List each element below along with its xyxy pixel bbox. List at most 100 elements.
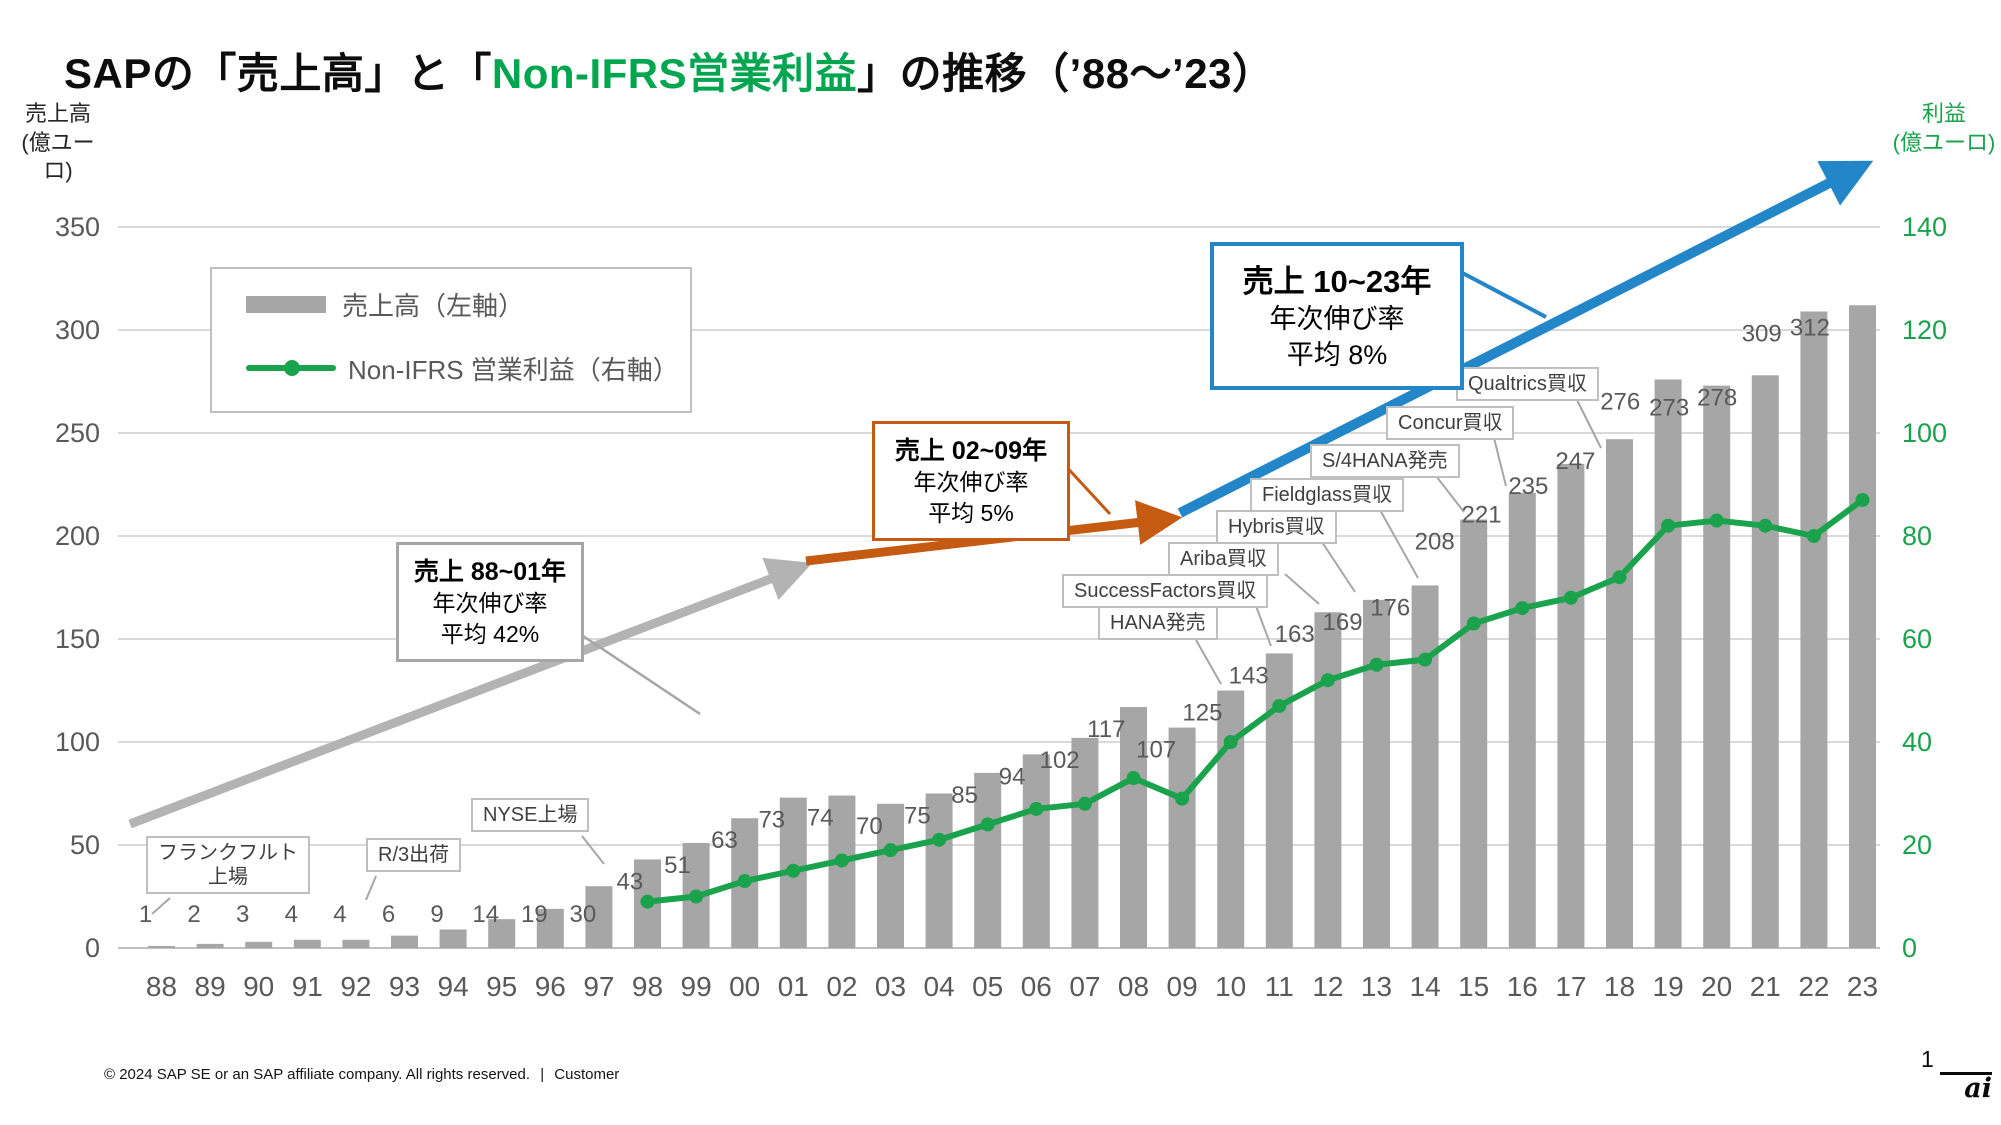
chart-text: 120 bbox=[1902, 315, 1947, 345]
page-number: 1 bbox=[1921, 1046, 1934, 1072]
revenue-bar-23 bbox=[1849, 305, 1876, 948]
profit-point-07 bbox=[1077, 796, 1092, 811]
growth-box-10-23-title: 売上 10~23年 bbox=[1242, 264, 1432, 299]
trend-arrow-10-23 bbox=[1177, 160, 1874, 518]
milestone-label-93: R/3出荷 bbox=[366, 838, 462, 872]
revenue-bar-92 bbox=[342, 939, 370, 948]
profit-point-03 bbox=[883, 843, 898, 858]
growth-box-10-23: 売上 10~23年 年次伸び率 平均 8% bbox=[1210, 242, 1464, 390]
revenue-bar-17 bbox=[1557, 463, 1585, 948]
event-leader-line bbox=[1493, 437, 1507, 487]
profit-point-04 bbox=[932, 832, 947, 847]
growth-box-gray-leader bbox=[579, 632, 701, 716]
trend-arrow-88-01 bbox=[128, 557, 813, 829]
growth-box-02-09-line3: 平均 5% bbox=[928, 500, 1014, 527]
chart-text: 91 bbox=[292, 971, 323, 1002]
chart-text: 09 bbox=[1167, 971, 1198, 1002]
event-label-15: S/4HANA発売 bbox=[1310, 444, 1460, 478]
revenue-bar-swatch-icon bbox=[246, 295, 326, 313]
profit-point-15 bbox=[1466, 616, 1481, 631]
revenue-bar-14 bbox=[1411, 585, 1439, 948]
revenue-bar-19 bbox=[1654, 379, 1682, 948]
profit-line-swatch-icon bbox=[246, 360, 336, 376]
growth-box-88-01: 売上 88~01年 年次伸び率 平均 42% bbox=[396, 542, 584, 663]
chart-text: 14 bbox=[1410, 971, 1441, 1002]
chart-text: 150 bbox=[55, 624, 100, 654]
event-label-16: Concur買収 bbox=[1386, 406, 1515, 440]
chart-text: 10 bbox=[1215, 971, 1246, 1002]
chart-text: 60 bbox=[1902, 624, 1932, 654]
chart-text: 278 bbox=[1697, 384, 1737, 411]
revenue-bar-13 bbox=[1363, 599, 1390, 948]
event-label-14: Fieldglass買収 bbox=[1250, 478, 1405, 512]
event-leader-line bbox=[1575, 397, 1602, 449]
growth-box-blue-leader bbox=[1452, 266, 1547, 319]
profit-point-00 bbox=[737, 874, 752, 889]
chart-text: 9 bbox=[430, 901, 443, 928]
growth-box-10-23-line2: 年次伸び率 bbox=[1269, 304, 1405, 334]
chart-text: 75 bbox=[904, 803, 931, 830]
chart-text: 14 bbox=[472, 901, 499, 928]
chart-text: 250 bbox=[55, 418, 100, 448]
event-label-12: Ariba買収 bbox=[1168, 542, 1279, 576]
chart-text: 17 bbox=[1555, 971, 1586, 1002]
legend-profit-label: Non-IFRS 営業利益（右軸） bbox=[348, 354, 679, 385]
chart-text: 221 bbox=[1462, 502, 1502, 529]
revenue-bar-08 bbox=[1120, 706, 1147, 948]
revenue-bar-04 bbox=[925, 793, 953, 948]
chart-text: 30 bbox=[570, 901, 597, 928]
chart-text: 6 bbox=[382, 901, 395, 928]
title-part1: SAPの「売上高」と「 bbox=[64, 50, 492, 97]
revenue-bar-05 bbox=[974, 772, 1002, 948]
right-axis-title: 利益 (億ユーロ) bbox=[1892, 100, 1996, 157]
chart-text: 11 bbox=[1265, 971, 1294, 1002]
chart-legend: 売上高（左軸） Non-IFRS 営業利益（右軸） bbox=[210, 267, 692, 413]
chart-text: 235 bbox=[1508, 473, 1548, 500]
profit-point-01 bbox=[786, 863, 801, 878]
chart-text: 22 bbox=[1798, 971, 1829, 1002]
profit-point-05 bbox=[980, 817, 995, 832]
milestone-leader-line bbox=[151, 897, 171, 915]
chart-text: 100 bbox=[1902, 418, 1947, 448]
left-axis-title-line1: 売上高 bbox=[24, 101, 91, 126]
right-axis-title-line2: (億ユーロ) bbox=[1892, 129, 1996, 155]
event-leader-line bbox=[1255, 605, 1272, 647]
growth-box-02-09-line2: 年次伸び率 bbox=[913, 469, 1029, 495]
growth-box-88-01-line3: 平均 42% bbox=[440, 621, 540, 648]
legend-revenue-label: 売上高（左軸） bbox=[342, 290, 525, 321]
profit-point-14 bbox=[1418, 652, 1433, 667]
chart-text: 73 bbox=[758, 807, 785, 834]
revenue-bar-88 bbox=[148, 945, 175, 948]
chart-text: 169 bbox=[1323, 609, 1363, 636]
chart-text: 15 bbox=[1458, 971, 1489, 1002]
chart-text: 309 bbox=[1742, 320, 1782, 347]
footer-classification: Customer bbox=[554, 1066, 620, 1083]
revenue-bar-91 bbox=[293, 939, 321, 948]
growth-box-02-09-title: 売上 02~09年 bbox=[894, 437, 1048, 465]
revenue-bar-90 bbox=[245, 941, 273, 948]
chart-text: 85 bbox=[951, 782, 978, 809]
right-axis-title-line1: 利益 bbox=[1921, 101, 1966, 126]
chart-text: 50 bbox=[70, 830, 100, 860]
chart-text: 07 bbox=[1069, 971, 1100, 1002]
chart-text: 92 bbox=[340, 971, 371, 1002]
chart-text: 300 bbox=[55, 315, 100, 345]
profit-point-22 bbox=[1806, 529, 1821, 543]
chart-text: 21 bbox=[1750, 971, 1781, 1002]
growth-box-88-01-title: 売上 88~01年 bbox=[413, 558, 567, 586]
chart-text: 98 bbox=[632, 971, 663, 1002]
chart-text: 276 bbox=[1600, 388, 1640, 415]
event-leader-line bbox=[1435, 475, 1465, 513]
copyright-text: © 2024 SAP SE or an SAP affiliate compan… bbox=[104, 1066, 531, 1083]
chart-text: 13 bbox=[1361, 971, 1392, 1002]
profit-point-19 bbox=[1661, 518, 1676, 533]
profit-point-23 bbox=[1855, 492, 1870, 507]
profit-point-16 bbox=[1515, 601, 1530, 616]
profit-point-11 bbox=[1272, 698, 1287, 713]
profit-point-18 bbox=[1612, 570, 1627, 585]
chart-text: 43 bbox=[617, 868, 644, 895]
event-label-18: Qualtrics買収 bbox=[1456, 367, 1599, 401]
chart-text: 95 bbox=[486, 971, 517, 1002]
chart-text: 163 bbox=[1275, 621, 1315, 648]
title-part3: 」の推移（’88～’23） bbox=[857, 50, 1275, 97]
